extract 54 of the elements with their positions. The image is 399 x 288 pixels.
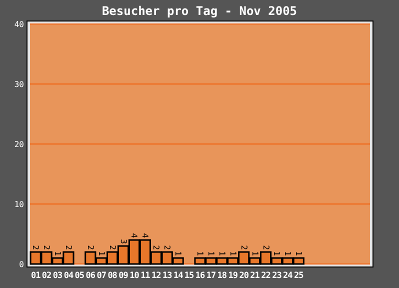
- data-label: 2: [31, 245, 40, 250]
- data-label: 1: [250, 251, 260, 256]
- x-tick-label: 05: [74, 271, 84, 281]
- y-tick-label: 30: [14, 80, 24, 89]
- x-tick-label: 19: [228, 271, 238, 281]
- data-label: 2: [261, 245, 270, 250]
- data-label: 1: [294, 251, 304, 256]
- x-tick-label: 07: [96, 271, 106, 281]
- x-tick-label: 20: [239, 271, 249, 281]
- x-tick-label: 14: [173, 271, 184, 281]
- x-tick-label: 01: [30, 271, 41, 281]
- y-tick-label: 10: [14, 200, 24, 209]
- x-tick-label: 25: [294, 271, 304, 281]
- chart-title: Besucher pro Tag - Nov 2005: [102, 4, 298, 18]
- data-label: 3: [118, 239, 128, 244]
- data-label: 1: [217, 251, 226, 256]
- data-label: 4: [130, 233, 139, 238]
- x-tick-label: 11: [140, 271, 150, 281]
- x-tick-label: 24: [283, 271, 293, 281]
- data-label: 2: [64, 245, 73, 250]
- x-tick-label: 21: [250, 271, 260, 281]
- data-label: 1: [96, 251, 106, 256]
- x-tick-label: 15: [184, 271, 194, 281]
- x-tick-label: 08: [108, 271, 118, 281]
- data-label: 1: [174, 251, 183, 256]
- data-label: 1: [283, 251, 292, 256]
- data-label: 1: [228, 251, 238, 256]
- data-label: 2: [239, 245, 248, 250]
- x-tick-label: 12: [152, 271, 162, 281]
- data-label: 1: [272, 251, 282, 256]
- data-label: 1: [206, 251, 216, 256]
- data-label: 2: [162, 245, 172, 250]
- data-label: 2: [42, 245, 52, 250]
- x-tick-label: 03: [52, 271, 63, 281]
- x-tick-label: 06: [86, 271, 96, 281]
- y-tick-label: 40: [14, 20, 24, 29]
- x-tick-label: 04: [64, 271, 74, 281]
- data-label: 2: [86, 245, 95, 250]
- data-label: 4: [140, 233, 150, 238]
- data-label: 1: [53, 251, 62, 256]
- x-tick-label: 22: [261, 271, 271, 281]
- x-tick-label: 02: [42, 271, 52, 281]
- y-tick-label: 0: [19, 260, 24, 269]
- x-tick-label: 10: [130, 271, 140, 281]
- x-tick-label: 13: [162, 271, 172, 281]
- x-tick-label: 16: [195, 271, 205, 281]
- data-label: 2: [108, 245, 117, 250]
- y-tick-label: 20: [14, 140, 24, 149]
- x-tick-label: 17: [206, 271, 216, 281]
- x-tick-label: 09: [118, 271, 128, 281]
- data-label: 1: [196, 251, 204, 256]
- x-tick-label: 18: [217, 271, 227, 281]
- data-label: 2: [152, 245, 161, 250]
- x-tick-label: 23: [272, 271, 282, 281]
